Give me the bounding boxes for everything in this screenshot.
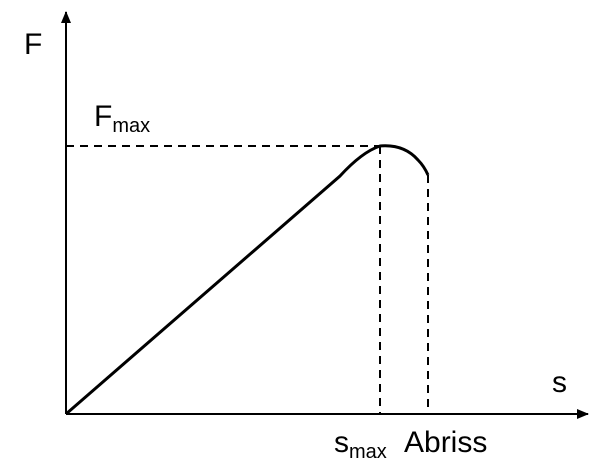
break-label: Abriss: [404, 426, 487, 459]
fmax-label: Fmax: [94, 100, 150, 137]
fmax-base: F: [94, 100, 112, 133]
fmax-subscript: max: [112, 115, 150, 137]
y-axis-label: F: [24, 28, 42, 61]
x-axis-label: s: [552, 366, 567, 399]
smax-label: smax: [334, 426, 387, 463]
smax-subscript: max: [349, 441, 387, 463]
smax-base: s: [334, 426, 349, 459]
force-curve: [65, 144, 430, 416]
